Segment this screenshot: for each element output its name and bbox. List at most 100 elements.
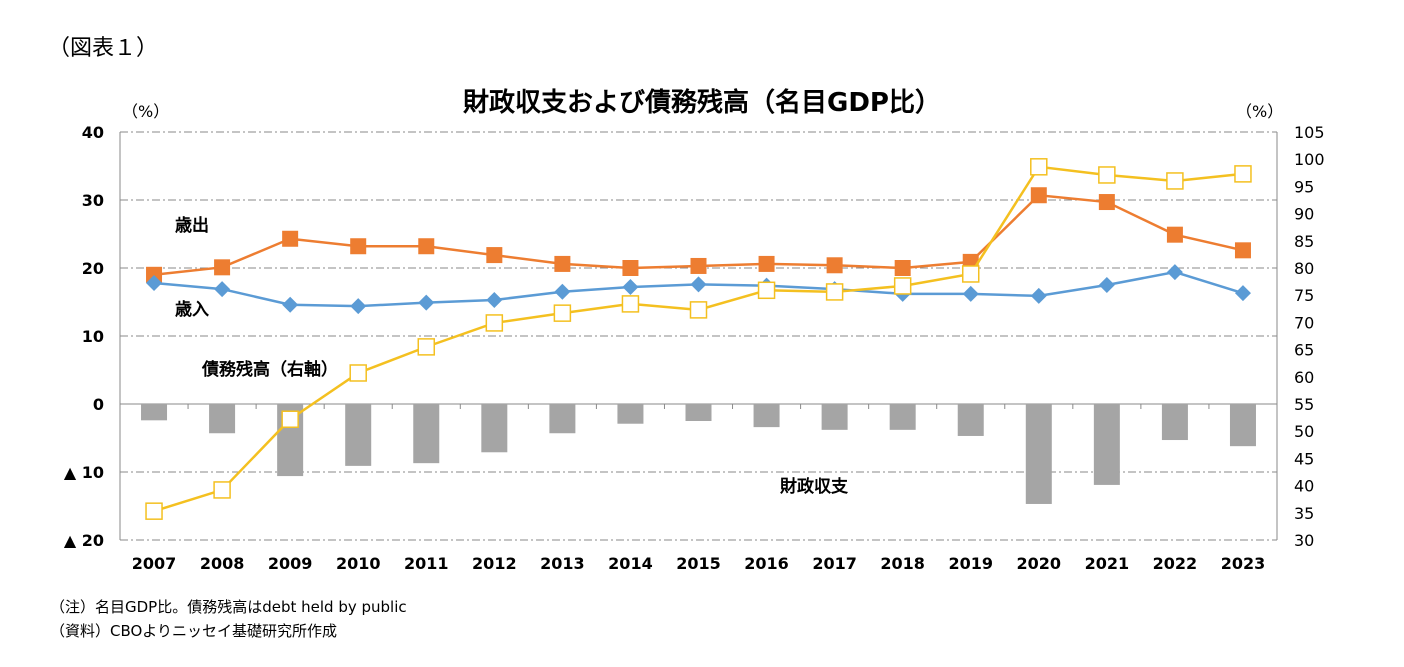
marker-debt-2007 (145, 502, 163, 520)
right-tick-label: 75 (1294, 286, 1314, 305)
x-tick-label: 2012 (472, 554, 517, 573)
bar-2022 (1161, 404, 1188, 441)
left-tick-label: 40 (82, 123, 104, 142)
marker-revenue-2012 (486, 291, 503, 308)
x-tick-label: 2014 (608, 554, 653, 573)
left-tick-label: 30 (82, 191, 104, 210)
bar-2023 (1229, 404, 1256, 447)
marker-debt-2022 (1166, 172, 1184, 190)
marker-expenditure-2009 (282, 230, 299, 247)
marker-debt-2021 (1098, 166, 1116, 184)
bar-2019 (957, 404, 984, 436)
bar-2012 (481, 404, 508, 453)
marker-debt-2017 (825, 283, 844, 301)
marker-expenditure-2011 (418, 238, 435, 255)
right-tick-label: 105 (1294, 123, 1325, 142)
figure-label: （図表１） (48, 36, 159, 61)
x-tick-label: 2019 (948, 554, 993, 573)
marker-expenditure-2014 (622, 260, 639, 276)
series-line-3 (153, 165, 1244, 513)
marker-debt-2019 (961, 265, 980, 283)
bar-2017 (821, 404, 848, 430)
left-tick-label: 0 (93, 395, 104, 414)
right-tick-label: 65 (1294, 341, 1314, 360)
right-tick-label: 55 (1294, 395, 1314, 414)
left-tick-label: ▲ 20 (64, 531, 104, 550)
marker-revenue-2021 (1098, 277, 1115, 293)
x-tick-label: 2022 (1153, 554, 1198, 573)
marker-revenue-2014 (622, 279, 639, 296)
marker-debt-2015 (689, 301, 708, 319)
right-tick-label: 60 (1294, 368, 1314, 387)
x-tick-label: 2016 (744, 554, 789, 573)
right-tick-label: 90 (1294, 205, 1314, 224)
marker-revenue-2013 (554, 283, 571, 300)
right-tick-label: 85 (1294, 232, 1314, 251)
right-axis-unit: （%） (1236, 102, 1284, 121)
bar-2021 (1093, 404, 1120, 485)
x-tick-label: 2021 (1085, 554, 1130, 573)
marker-debt-2023 (1234, 165, 1252, 183)
right-tick-label: 95 (1294, 177, 1314, 196)
right-tick-label: 100 (1294, 150, 1325, 169)
marker-revenue-2010 (350, 298, 367, 315)
marker-revenue-2008 (214, 281, 231, 298)
x-tick-label: 2007 (132, 554, 177, 573)
bar-2010 (345, 404, 372, 466)
bar-2011 (413, 404, 440, 464)
bar-2007 (141, 404, 168, 421)
marker-expenditure-2022 (1166, 226, 1183, 243)
x-tick-label: 2010 (336, 554, 381, 573)
series-label: 歳出 (175, 215, 209, 236)
bar-2015 (685, 404, 712, 421)
marker-revenue-2007 (146, 274, 163, 291)
x-tick-label: 2015 (676, 554, 721, 573)
marker-debt-2012 (485, 314, 504, 332)
marker-debt-2008 (213, 481, 231, 499)
x-tick-label: 2018 (880, 554, 925, 573)
marker-expenditure-2013 (554, 255, 571, 272)
marker-expenditure-2008 (214, 259, 231, 276)
marker-debt-2013 (553, 304, 572, 322)
bar-2008 (209, 404, 236, 434)
left-axis-unit: （%） (122, 102, 170, 121)
left-tick-label: 10 (82, 327, 104, 346)
marker-debt-2020 (1030, 158, 1048, 176)
right-tick-label: 70 (1294, 313, 1314, 332)
marker-debt-2009 (281, 410, 299, 428)
footnote-note: （注）名目GDP比。債務残高はdebt held by public (50, 598, 407, 616)
marker-revenue-2022 (1166, 264, 1183, 281)
x-tick-label: 2009 (268, 554, 313, 573)
bar-2020 (1025, 404, 1052, 504)
bar-2013 (549, 404, 576, 434)
bar-2016 (753, 404, 780, 428)
marker-revenue-2020 (1030, 287, 1047, 304)
marker-expenditure-2017 (826, 257, 843, 274)
x-tick-label: 2008 (200, 554, 245, 573)
marker-expenditure-2023 (1234, 242, 1251, 259)
series-label: 歳入 (175, 299, 209, 320)
marker-debt-2011 (417, 338, 436, 356)
marker-expenditure-2018 (894, 260, 911, 276)
bar-2018 (889, 404, 916, 430)
marker-revenue-2019 (962, 285, 979, 302)
series-label: 財政収支 (779, 476, 849, 497)
marker-revenue-2015 (690, 276, 707, 293)
marker-expenditure-2015 (690, 257, 707, 274)
marker-expenditure-2010 (350, 238, 367, 255)
right-tick-label: 40 (1294, 477, 1314, 496)
marker-revenue-2023 (1234, 285, 1251, 302)
x-tick-label: 2023 (1221, 554, 1266, 573)
marker-revenue-2011 (418, 294, 435, 311)
marker-debt-2018 (893, 277, 912, 295)
marker-expenditure-2007 (146, 266, 163, 283)
marker-expenditure-2020 (1030, 187, 1047, 204)
marker-revenue-2009 (282, 296, 299, 313)
footnote-source: （資料）CBOよりニッセイ基礎研究所作成 (50, 622, 338, 640)
right-tick-label: 50 (1294, 422, 1314, 441)
x-tick-label: 2013 (540, 554, 585, 573)
x-tick-label: 2011 (404, 554, 449, 573)
chart-title: 財政収支および債務残高（名目GDP比） (463, 88, 941, 118)
marker-expenditure-2021 (1098, 194, 1115, 211)
